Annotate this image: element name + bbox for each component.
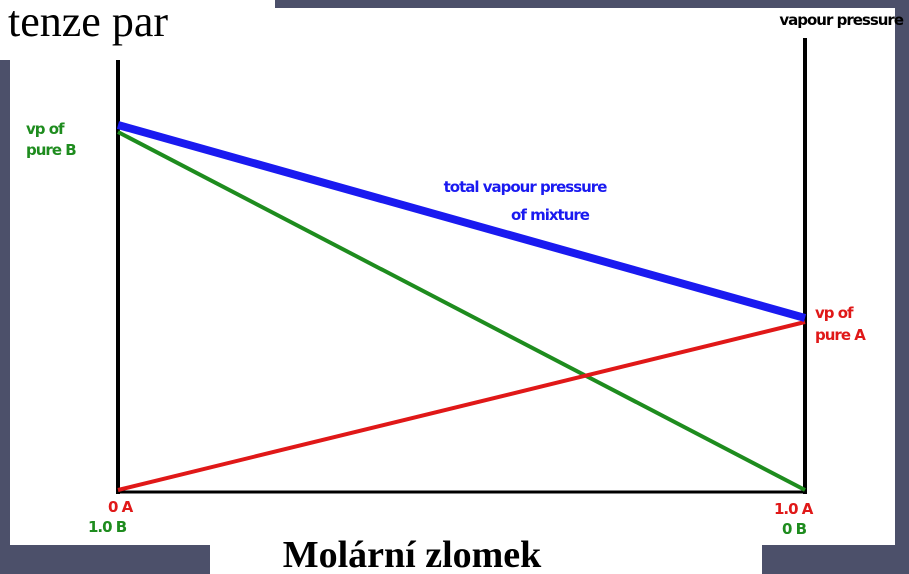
- y-axis-label: vapour pressure: [779, 11, 903, 29]
- xlabel-box: [210, 540, 762, 574]
- pure-a-line: [117, 320, 806, 492]
- left-end-label: 1.0 B: [88, 518, 127, 536]
- x-axis-label: Molární zlomek: [283, 534, 542, 574]
- left-end-label: 0 A: [108, 498, 134, 516]
- pure-a-label: pure A: [815, 326, 866, 344]
- right-end-label: 1.0 A: [774, 500, 814, 518]
- total-line: [116, 121, 807, 322]
- pure-b-line: [117, 130, 806, 492]
- total-label: total vapour pressure: [444, 178, 608, 196]
- pure-b-label: vp of: [26, 120, 65, 138]
- panel: [10, 8, 895, 545]
- pure-b-label: pure B: [26, 141, 76, 159]
- total-label: of mixture: [511, 206, 590, 224]
- right-end-label: 0 B: [782, 520, 807, 538]
- pure-a-label: vp of: [815, 304, 854, 322]
- title: tenze par: [8, 0, 168, 46]
- title-box: [0, 0, 275, 60]
